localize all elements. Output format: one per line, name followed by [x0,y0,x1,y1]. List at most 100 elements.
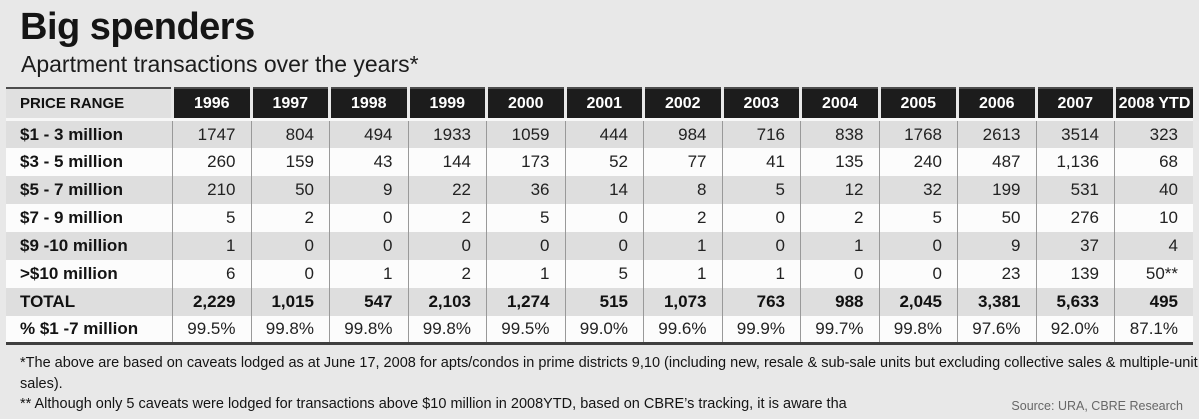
value-cell: 10 [1114,203,1193,232]
value-cell: 22 [407,175,487,204]
value-cell: 0 [878,231,958,260]
value-cell: 0 [564,203,644,232]
row-label: $7 - 9 million [20,207,123,227]
value-cell: 99.8% [250,315,330,344]
table-row: $9 -10 million 1 0 0 0 0 0 1 0 1 0 9 37 4 [6,231,1193,260]
value-cell: 2 [407,259,487,288]
year-header: 1997 [249,88,330,122]
value-cell: 159 [250,147,330,176]
value-cell: 0 [721,231,801,260]
value-cell: 99.8% [407,315,487,344]
table-row: $3 - 5 million 260 159 43 144 173 52 77 41 135 240… [6,147,1193,176]
source-credit: Source: URA, CBRE Research [1011,399,1183,413]
transactions-table: PRICE RANGE 1996 1997 1998 1999 2000 2001 2002 2… [6,87,1193,346]
footnotes: *The above are based on caveats lodged a… [20,353,1199,415]
year-header: 1996 [171,88,251,122]
value-cell: 99.8% [878,315,958,344]
row-label: % $1 -7 million [20,319,139,339]
year-header: 2004 [799,88,879,122]
value-cell: 0 [800,259,879,288]
row-label: $3 - 5 million [20,151,123,171]
year-header: 2000 [485,88,565,122]
table-row: >$10 million 6 0 1 2 1 5 1 1 0 0 23 139 50** [6,259,1193,288]
value-cell: 87.1% [1114,315,1193,344]
year-header: 2002 [642,88,722,122]
value-cell: 12 [800,175,879,204]
value-cell: 1059 [486,119,565,148]
value-cell: 0 [329,231,408,260]
value-cell: 2613 [957,119,1036,148]
value-cell: 5 [721,175,801,204]
year-header: 2007 [1034,88,1115,122]
value-cell: 1,015 [250,287,330,316]
value-cell: 92.0% [1035,315,1115,344]
value-cell: 0 [407,231,487,260]
table-row: $1 - 3 million 1747 804 494 1933 1059 444 984 71… [6,119,1193,148]
value-cell: 984 [643,119,722,148]
value-cell: 0 [250,259,330,288]
value-cell: 36 [486,175,565,204]
value-cell: 32 [878,175,958,204]
value-cell: 68 [1114,147,1193,176]
value-cell: 0 [329,203,408,232]
value-cell: 323 [1114,119,1193,148]
value-cell: 77 [643,147,722,176]
value-cell: 50 [957,203,1036,232]
row-label: $5 - 7 million [20,179,123,199]
row-label: $1 - 3 million [20,124,123,144]
value-cell: 2 [250,203,330,232]
table-row: TOTAL 2,229 1,015 547 2,103 1,274 515 1,073 763 9… [6,287,1193,316]
value-cell: 41 [721,147,801,176]
row-label: TOTAL [20,291,76,311]
value-cell: 804 [250,119,330,148]
value-cell: 1768 [878,119,958,148]
value-cell: 6 [172,259,251,288]
value-cell: 3,381 [957,287,1036,316]
value-cell: 2 [407,203,487,232]
value-cell: 50 [250,175,330,204]
value-cell: 1 [172,231,251,260]
value-cell: 1 [721,259,801,288]
value-cell: 2,229 [172,287,251,316]
value-cell: 2,045 [878,287,958,316]
value-cell: 0 [564,231,644,260]
table-header: PRICE RANGE 1996 1997 1998 1999 2000 2001 2002 2… [6,88,1193,122]
value-cell: 199 [957,175,1036,204]
price-range-header: PRICE RANGE [6,88,173,122]
value-cell: 260 [172,147,251,176]
value-cell: 50** [1114,259,1193,288]
year-header: 1999 [406,88,487,122]
value-cell: 23 [957,259,1036,288]
value-cell: 515 [564,287,644,316]
value-cell: 1,073 [643,287,722,316]
value-cell: 99.8% [329,315,408,344]
big-spenders-infographic: Big spenders Apartment transactions over… [0,6,1199,419]
year-header: 2006 [956,88,1036,122]
value-cell: 5 [564,259,644,288]
value-cell: 494 [329,119,408,148]
value-cell: 9 [957,231,1036,260]
value-cell: 99.0% [564,315,644,344]
year-header: 1998 [328,88,408,122]
footnote-1: *The above are based on caveats lodged a… [20,355,1198,392]
value-cell: 9 [329,175,408,204]
value-cell: 988 [800,287,879,316]
value-cell: 547 [329,287,408,316]
value-cell: 2 [800,203,879,232]
value-cell: 14 [564,175,644,204]
value-cell: 2 [643,203,722,232]
page-title: Big spenders [20,6,255,48]
value-cell: 135 [800,147,879,176]
table-row: $5 - 7 million 210 50 9 22 36 14 8 5 12 32 199 531 40 [6,175,1193,204]
value-cell: 97.6% [957,315,1036,344]
row-label: $9 -10 million [20,235,128,255]
value-cell: 1 [643,259,722,288]
value-cell: 0 [878,259,958,288]
value-cell: 99.6% [643,315,722,344]
value-cell: 43 [329,147,408,176]
value-cell: 1,274 [486,287,565,316]
value-cell: 99.5% [172,315,251,344]
value-cell: 99.5% [486,315,565,344]
value-cell: 40 [1114,175,1193,204]
value-cell: 1 [800,231,879,260]
